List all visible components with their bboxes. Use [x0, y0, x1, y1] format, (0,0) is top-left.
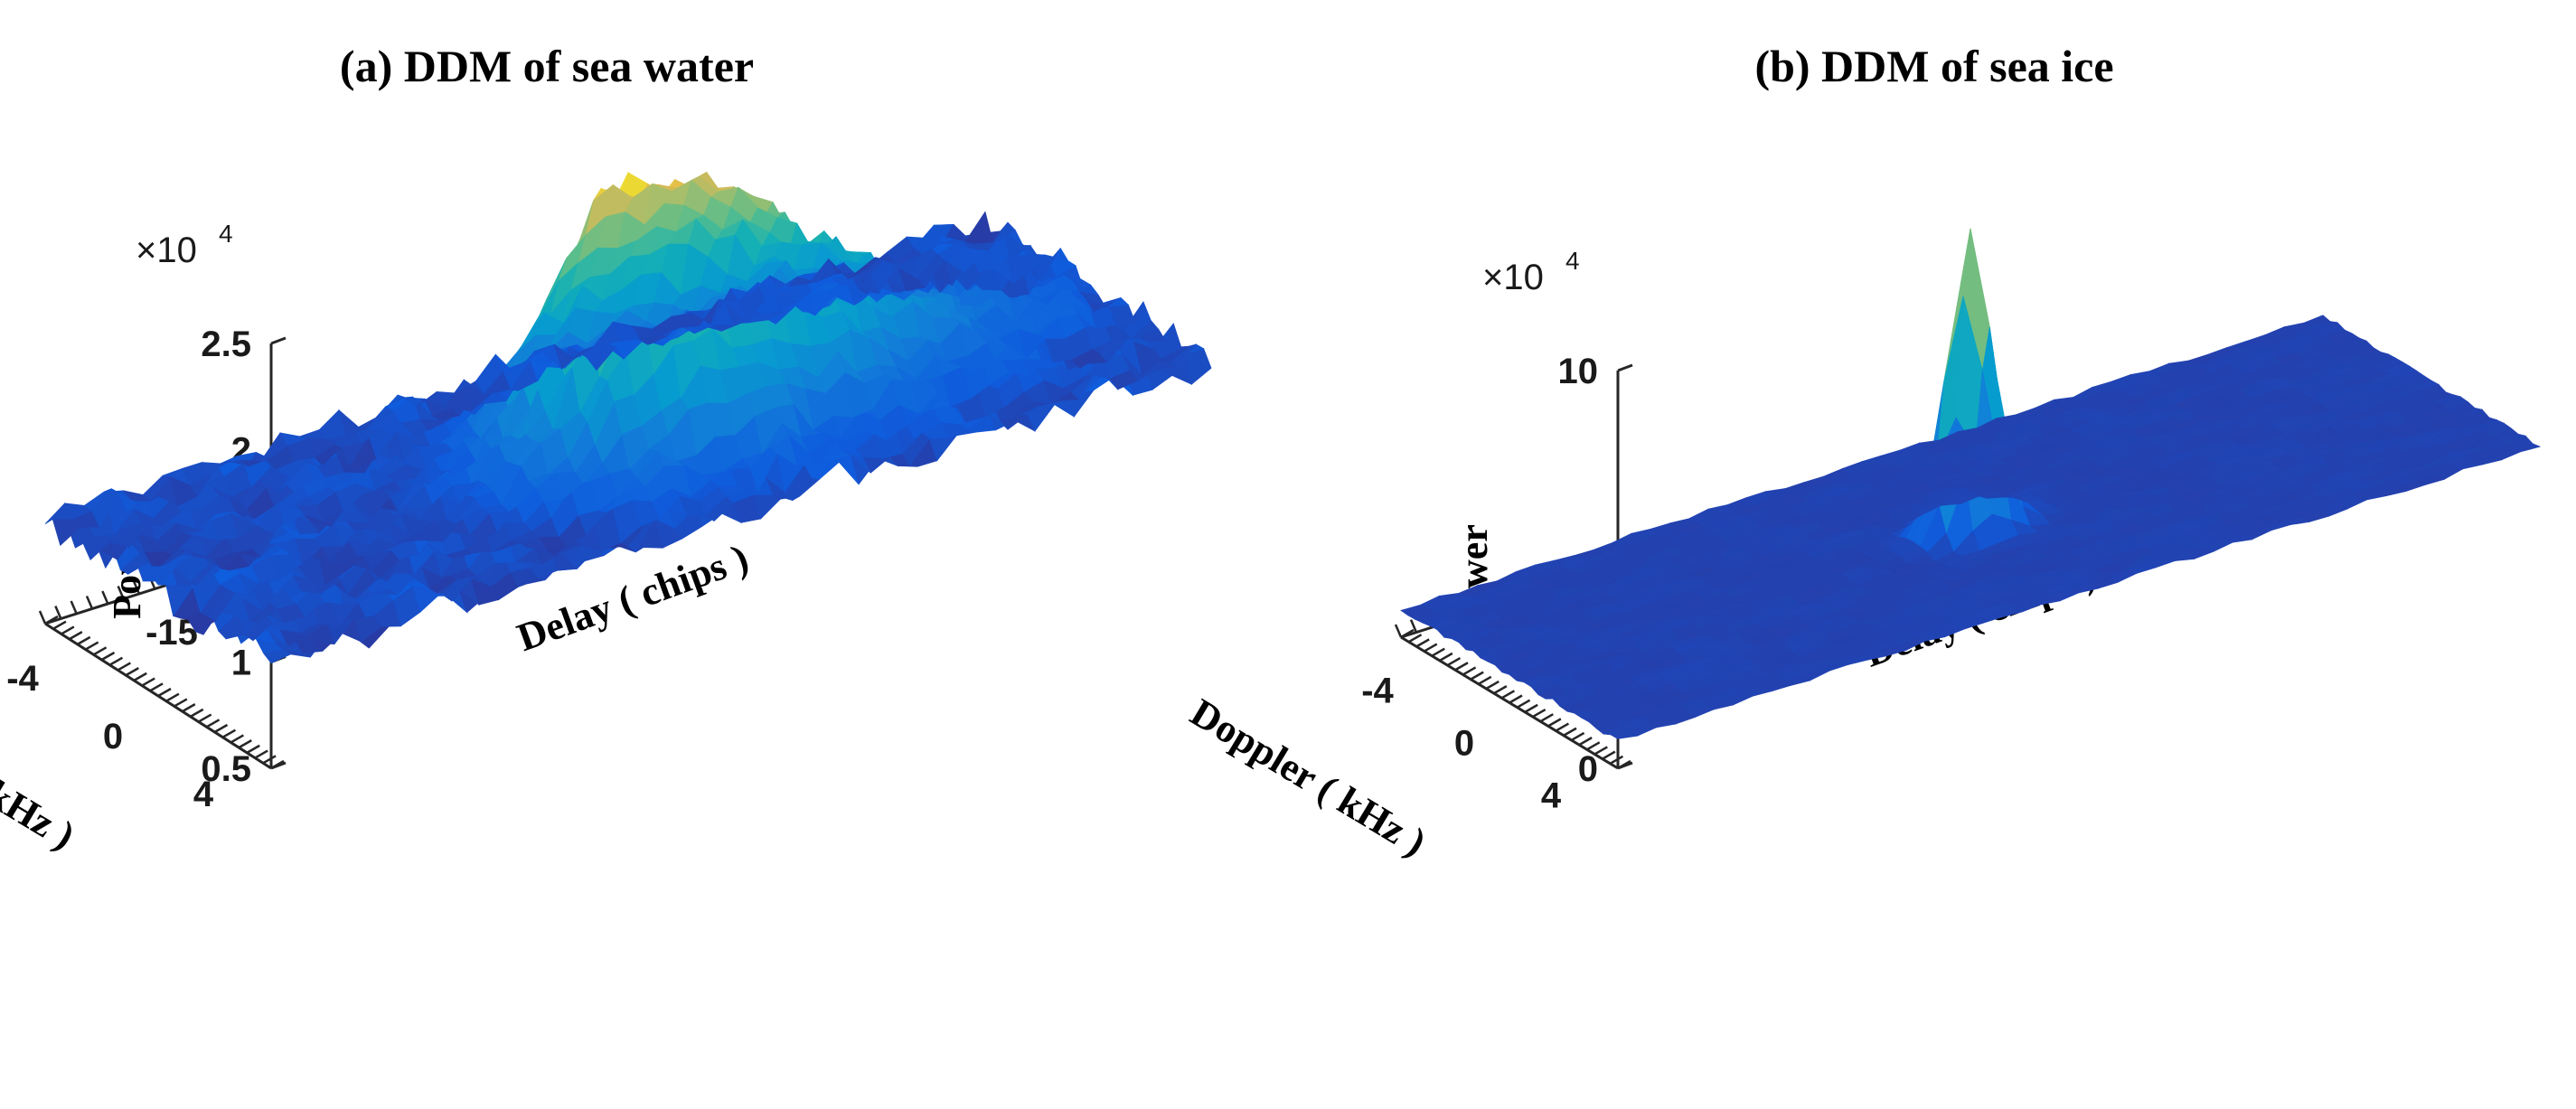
power-tick-label: 0: [1578, 749, 1598, 789]
doppler-minor-tick: [183, 704, 195, 711]
doppler-minor-tick: [94, 647, 107, 654]
doppler-minor-tick: [1501, 691, 1514, 698]
doppler-minor-tick: [1540, 714, 1553, 721]
doppler-minor-tick: [1471, 672, 1483, 680]
surface-patch: [965, 211, 992, 243]
doppler-minor-tick: [1564, 728, 1576, 736]
doppler-minor-tick: [102, 653, 115, 660]
doppler-minor-tick: [255, 751, 268, 758]
doppler-minor-tick: [70, 632, 82, 639]
power-multiplier: ×10: [1482, 258, 1544, 297]
doppler-minor-tick: [1603, 752, 1615, 759]
doppler-minor-tick: [174, 699, 187, 706]
doppler-minor-tick: [1494, 686, 1507, 693]
doppler-minor-tick: [1440, 653, 1453, 661]
doppler-minor-tick: [1409, 634, 1422, 642]
power-tick-label: 2.5: [201, 324, 251, 364]
doppler-minor-tick: [78, 637, 90, 644]
doppler-minor-tick: [230, 735, 243, 742]
doppler-axis-label: Doppler ( kHz ): [0, 683, 82, 858]
power-tick-label: 1: [231, 644, 251, 683]
doppler-minor-tick: [1579, 738, 1592, 745]
doppler-minor-tick: [215, 725, 228, 732]
doppler-minor-tick: [1610, 757, 1622, 764]
doppler-minor-tick: [1432, 649, 1444, 656]
doppler-minor-tick: [1556, 724, 1568, 731]
doppler-tick-label: -4: [1361, 672, 1394, 711]
doppler-minor-tick: [109, 658, 122, 665]
doppler-minor-tick: [1479, 677, 1491, 684]
delay-minor-tick: [71, 601, 77, 614]
doppler-minor-tick: [118, 663, 130, 670]
doppler-minor-tick: [166, 694, 179, 701]
doppler-minor-tick: [158, 689, 171, 696]
doppler-minor-tick: [1533, 710, 1546, 717]
figure-canvas: (a) DDM of sea water (b) DDM of sea ice …: [0, 0, 2576, 1109]
doppler-minor-tick: [61, 626, 74, 634]
power-tick-label: 10: [1558, 352, 1599, 391]
power-multiplier: ×10: [136, 230, 197, 270]
doppler-minor-tick: [1463, 667, 1476, 674]
doppler-tick-label: 0: [1454, 724, 1474, 764]
delay-minor-tick: [87, 597, 92, 609]
doppler-minor-tick: [1518, 700, 1530, 708]
doppler-minor-tick: [1455, 663, 1468, 670]
power-multiplier-exponent: 4: [219, 220, 233, 248]
doppler-minor-tick: [142, 679, 155, 686]
doppler-tick-label: 0: [103, 717, 123, 757]
doppler-minor-tick: [1525, 705, 1537, 712]
doppler-minor-tick: [150, 683, 163, 691]
doppler-minor-tick: [191, 710, 203, 717]
doppler-minor-tick: [53, 622, 66, 629]
ddm-surface: [1401, 229, 2540, 739]
doppler-minor-tick: [199, 715, 212, 722]
doppler-minor-tick: [222, 730, 235, 738]
delay-minor-tick: [1396, 625, 1401, 637]
doppler-minor-tick: [239, 740, 251, 747]
doppler-minor-tick: [1416, 639, 1429, 646]
panel-a-chart: 0.511.522.5×104-15015-404PowerDelay ( ch…: [0, 173, 1211, 859]
doppler-minor-tick: [1486, 681, 1499, 689]
doppler-tick-label: 4: [1541, 776, 1562, 816]
power-multiplier-exponent: 4: [1565, 247, 1580, 275]
doppler-minor-tick: [1424, 644, 1437, 652]
power-tick-mark: [271, 338, 286, 343]
doppler-minor-tick: [1447, 658, 1460, 665]
doppler-minor-tick: [207, 719, 220, 727]
doppler-minor-tick: [1509, 696, 1522, 703]
doppler-minor-tick: [263, 756, 276, 763]
power-tick-mark: [1618, 365, 1632, 371]
doppler-minor-tick: [1548, 719, 1561, 726]
figure-stage: (a) DDM of sea water (b) DDM of sea ice …: [0, 0, 2576, 1109]
panel-b-title: (b) DDM of sea ice: [1754, 41, 2113, 91]
doppler-minor-tick: [1572, 733, 1584, 740]
doppler-minor-tick: [126, 668, 138, 675]
doppler-minor-tick: [134, 673, 146, 681]
doppler-tick-label: -4: [6, 659, 39, 699]
doppler-axis-label: Doppler ( kHz ): [1183, 690, 1434, 864]
panel-a-title: (a) DDM of sea water: [340, 41, 754, 91]
doppler-minor-tick: [86, 643, 99, 650]
delay-minor-tick: [40, 611, 45, 624]
panel-b-chart: 0510×104-15015-404PowerDelay ( chips )Do…: [1183, 229, 2540, 865]
doppler-tick-label: 4: [193, 775, 214, 814]
